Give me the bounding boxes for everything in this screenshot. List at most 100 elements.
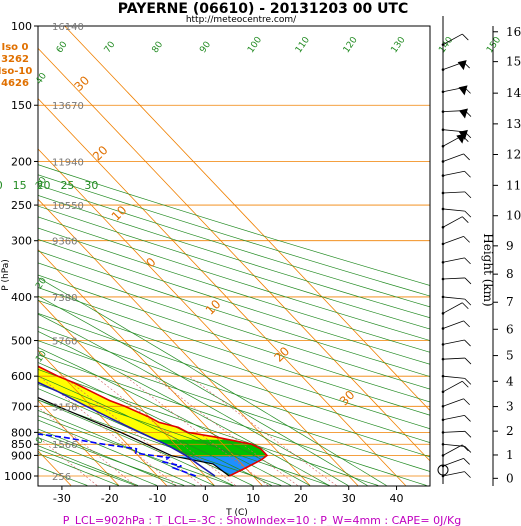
geopotential-label: 5760 bbox=[52, 337, 77, 348]
wind-barb-dot bbox=[441, 343, 445, 346]
pressure-tick-label: 400 bbox=[11, 291, 32, 304]
series-lines bbox=[38, 365, 269, 477]
moist-adiabat-line bbox=[38, 295, 368, 486]
isotherm-label-right: 20 bbox=[90, 143, 111, 164]
isotherm-line bbox=[38, 399, 120, 486]
adiabat-label: 150 bbox=[485, 35, 503, 55]
height-axis-label: Height (km) bbox=[481, 233, 495, 306]
pressure-tick-label: 200 bbox=[11, 155, 32, 168]
isotherm-line bbox=[0, 26, 23, 486]
dry-adiabat-line bbox=[38, 216, 430, 341]
isotherm-label-right: 10 bbox=[109, 203, 130, 224]
iso10-label: Iso-10 bbox=[0, 66, 32, 77]
adiabat-label-left: 40 bbox=[34, 71, 49, 86]
moist-adiabat-line bbox=[38, 428, 177, 486]
temperature-tick-label: -20 bbox=[101, 492, 119, 505]
wind-barb-feather bbox=[464, 298, 472, 306]
adiabat-label: 110 bbox=[294, 35, 312, 55]
dry-adiabat-line bbox=[38, 340, 430, 472]
wind-barb-shaft bbox=[442, 444, 463, 456]
wind-barb-feather bbox=[462, 302, 469, 310]
mixing-ratio-label: 10 bbox=[0, 179, 3, 192]
fill-blue-area bbox=[175, 456, 266, 476]
dry-adiabat-line bbox=[38, 195, 430, 319]
calm-wind-icon bbox=[437, 464, 449, 476]
dry-adiabat-line bbox=[38, 448, 136, 486]
series-line-parcel bbox=[38, 396, 230, 477]
pressure-tick-label: 900 bbox=[11, 449, 32, 462]
moist-adiabat-line bbox=[38, 375, 272, 486]
geopotential-label: 16140 bbox=[52, 22, 84, 33]
wind-barb-shaft bbox=[442, 375, 465, 379]
height-tick-label: 0 bbox=[506, 471, 514, 485]
height-tick-label: 14 bbox=[506, 86, 521, 100]
isotherm-line bbox=[38, 450, 72, 486]
dry-adiabat-line bbox=[38, 205, 430, 330]
wind-barb-feather bbox=[464, 191, 472, 199]
wind-barb-shaft bbox=[442, 302, 463, 314]
adiabat-label: 140 bbox=[437, 35, 455, 55]
moist-adiabat-line bbox=[38, 419, 196, 486]
adiabat-label: 70 bbox=[103, 40, 118, 55]
series-line-tw bbox=[38, 381, 216, 477]
temperature-tick-label: 30 bbox=[342, 492, 356, 505]
wind-barb-shaft bbox=[442, 296, 465, 300]
moist-adiabat-line bbox=[38, 453, 119, 486]
mixing-ratio-label: 15 bbox=[13, 179, 27, 192]
mixing-ratio-line bbox=[62, 375, 202, 486]
dry-adiabat-line bbox=[38, 431, 185, 486]
mixing-ratio-line bbox=[188, 375, 337, 486]
height-tick-label: 10 bbox=[506, 209, 521, 223]
isotherm-line bbox=[38, 98, 406, 486]
wind-barb-shaft bbox=[442, 216, 463, 228]
temperature-tick-label: 10 bbox=[246, 492, 260, 505]
moist-adiabat-line bbox=[38, 409, 215, 486]
wind-barb-shaft bbox=[442, 415, 465, 421]
moist-adiabat-line bbox=[38, 330, 330, 486]
wind-barb-shaft bbox=[442, 191, 465, 194]
dry-adiabat-line bbox=[38, 354, 427, 486]
height-tick-label: 2 bbox=[506, 424, 514, 438]
isotherm-line bbox=[38, 47, 430, 462]
wind-barb-feather bbox=[463, 320, 470, 328]
moist-adiabat-line bbox=[38, 388, 253, 486]
mixing-ratio-line bbox=[152, 375, 298, 486]
pressure-tick-label: 300 bbox=[11, 235, 32, 248]
pressure-tick-label: 250 bbox=[11, 199, 32, 212]
moist-adiabat-line bbox=[38, 362, 292, 486]
pressure-tick-label: 500 bbox=[11, 335, 32, 348]
adiabat-label: 100 bbox=[246, 35, 264, 55]
wind-barb-pennant bbox=[458, 108, 468, 119]
moist-adiabat-line bbox=[38, 277, 387, 486]
temperature-tick-label: 20 bbox=[294, 492, 308, 505]
dry-adiabat-line bbox=[38, 312, 430, 443]
wind-barb-feather bbox=[462, 33, 469, 41]
wind-barb-shaft bbox=[442, 257, 465, 263]
height-tick-label: 9 bbox=[506, 239, 514, 253]
wind-barb-shaft bbox=[442, 380, 463, 393]
height-tick-label: 8 bbox=[506, 267, 514, 281]
wind-barb-feather bbox=[464, 415, 471, 422]
geopotential-label: 3156 bbox=[52, 402, 77, 413]
moist-adiabat-line bbox=[38, 347, 311, 486]
geopotential-label: 13670 bbox=[52, 101, 84, 112]
wind-barb-shaft bbox=[442, 357, 465, 360]
wind-barb-feather bbox=[463, 458, 470, 465]
dry-adiabat-line bbox=[38, 287, 430, 416]
wind-barb-feather bbox=[464, 431, 472, 438]
temperature-tick-label: -10 bbox=[149, 492, 167, 505]
geopotential-label: 10550 bbox=[52, 201, 84, 212]
wind-barb-feather bbox=[464, 471, 471, 478]
geopotential-label: 7380 bbox=[52, 293, 77, 304]
adiabat-label: 90 bbox=[198, 40, 213, 55]
isotherm-label-right: 30 bbox=[72, 73, 93, 94]
footer-indices: P_LCL=902hPa : T_LCL=-3C : ShowIndex=10 … bbox=[63, 514, 461, 526]
wind-barb-feather bbox=[464, 357, 472, 365]
wind-barb-shaft bbox=[442, 236, 464, 245]
isotherm-label-right: 10 bbox=[203, 297, 224, 318]
wind-barb-shaft bbox=[442, 320, 464, 329]
wind-barb-shaft bbox=[442, 458, 464, 467]
wind-barb-shaft bbox=[442, 471, 465, 477]
wind-barb-shaft bbox=[442, 430, 465, 433]
iso0-label: Iso 0 bbox=[2, 42, 29, 53]
